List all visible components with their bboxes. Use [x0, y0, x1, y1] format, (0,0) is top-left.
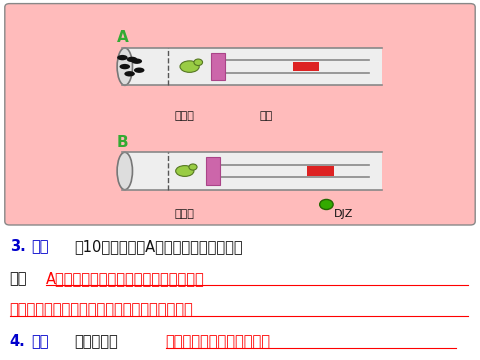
Bar [293, 62, 319, 71]
Text: DJZ: DJZ [334, 209, 353, 219]
Bar [206, 157, 220, 185]
Ellipse shape [117, 48, 132, 85]
Ellipse shape [132, 59, 142, 64]
Ellipse shape [127, 57, 137, 62]
Bar [211, 53, 225, 80]
Bar [307, 166, 334, 176]
Text: 碱石灰: 碱石灰 [175, 111, 195, 121]
Ellipse shape [194, 59, 203, 66]
Text: 因为: 因为 [10, 271, 27, 287]
Ellipse shape [180, 61, 199, 72]
Ellipse shape [134, 68, 144, 73]
Text: 3.: 3. [10, 239, 25, 254]
Text: 结论: 结论 [31, 334, 48, 350]
Ellipse shape [320, 199, 333, 210]
Ellipse shape [176, 166, 194, 176]
Bar [122, 48, 382, 85]
Bar [122, 152, 382, 190]
Ellipse shape [124, 71, 135, 77]
Text: B: B [117, 135, 128, 150]
Text: A试管中小动物吸收了氧气，呼出的二氧: A试管中小动物吸收了氧气，呼出的二氧 [46, 271, 204, 287]
Text: 铁丝网: 铁丝网 [175, 209, 195, 219]
Text: 化碳被碱石灰吸收。体积减少，指标向左移动。: 化碳被碱石灰吸收。体积减少，指标向左移动。 [10, 302, 193, 317]
Text: 分析: 分析 [31, 239, 48, 254]
Ellipse shape [189, 164, 197, 170]
Text: ：实验证明: ：实验证明 [74, 334, 118, 350]
FancyBboxPatch shape [5, 4, 475, 225]
Text: 4.: 4. [10, 334, 25, 350]
Text: 指标: 指标 [260, 111, 273, 121]
Text: ：10分钟后试管A中，指标位置的改变是: ：10分钟后试管A中，指标位置的改变是 [74, 239, 243, 254]
Text: A: A [117, 30, 128, 45]
Ellipse shape [117, 152, 132, 190]
Ellipse shape [117, 55, 128, 60]
Text: 动物也在不停地进行呼吸。: 动物也在不停地进行呼吸。 [166, 334, 271, 350]
Ellipse shape [120, 64, 130, 69]
